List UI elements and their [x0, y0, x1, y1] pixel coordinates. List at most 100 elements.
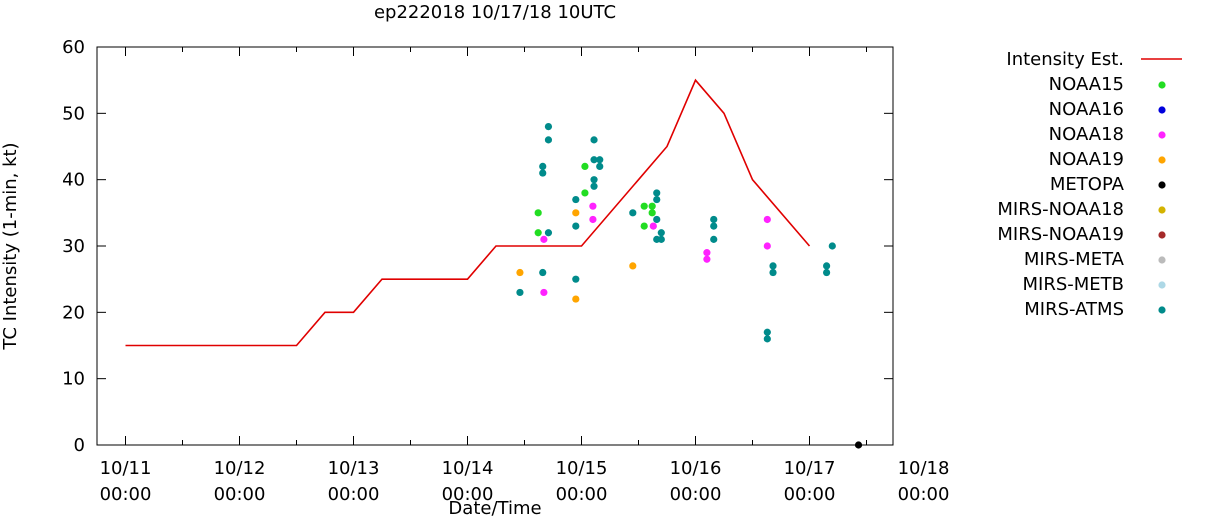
point-noaa19: [516, 268, 524, 277]
legend-label-noaa18: NOAA18: [1049, 124, 1124, 145]
legend-label-noaa19: NOAA19: [1049, 149, 1124, 170]
legend-swatch-mirs-meta: [1158, 256, 1166, 264]
x-tick-label-time: 00:00: [556, 484, 608, 505]
legend-label-mirs-noaa18: MIRS-NOAA18: [997, 199, 1124, 220]
point-mirs-atms: [710, 235, 718, 243]
point-mirs-atms: [539, 268, 547, 277]
point-mirs-atms: [572, 195, 580, 204]
legend-swatch-metopa: [1158, 181, 1166, 189]
x-tick-label-date: 10/17: [784, 458, 836, 479]
point-mirs-atms: [653, 195, 661, 204]
point-noaa15: [648, 209, 656, 217]
point-noaa15: [534, 209, 542, 217]
point-noaa15: [648, 202, 656, 210]
point-mirs-atms: [590, 136, 598, 144]
y-tick-label: 40: [62, 170, 85, 191]
point-mirs-atms: [710, 215, 718, 224]
point-noaa15: [581, 189, 589, 197]
point-mirs-atms: [763, 328, 771, 336]
point-noaa18: [703, 255, 711, 263]
point-noaa15: [640, 222, 648, 230]
y-axis: 0 10 20 30 40 50 60: [62, 37, 893, 456]
legend-swatch-noaa19: [1158, 156, 1166, 164]
x-tick-label-date: 10/16: [670, 458, 722, 479]
point-noaa15: [534, 229, 542, 237]
point-mirs-atms: [590, 156, 598, 164]
x-axis-label: Date/Time: [448, 498, 541, 517]
x-tick-label-time: 00:00: [670, 484, 722, 505]
legend-swatch-mirs-noaa18: [1158, 206, 1166, 214]
point-mirs-atms: [769, 268, 777, 277]
y-axis-label: TC Intensity (1-min, kt): [0, 142, 21, 350]
y-tick-label: 0: [74, 435, 85, 456]
x-tick-label-time: 00:00: [214, 484, 266, 505]
legend-label-intensity-est: Intensity Est.: [1006, 49, 1124, 70]
point-mirs-atms: [516, 288, 524, 297]
point-noaa18: [703, 249, 711, 257]
point-mirs-atms: [539, 169, 547, 177]
point-mirs-atms: [629, 209, 637, 217]
x-tick-label-time: 00:00: [442, 484, 494, 505]
point-mirs-atms: [596, 156, 604, 164]
y-tick-label: 60: [62, 37, 85, 58]
legend-label-noaa16: NOAA16: [1049, 99, 1124, 120]
legend-label-mirs-noaa19: MIRS-NOAA19: [997, 224, 1124, 245]
point-noaa18: [589, 202, 597, 210]
point-mirs-atms: [653, 215, 661, 224]
point-mirs-atms: [596, 162, 604, 170]
y-tick-label: 50: [62, 103, 85, 124]
point-mirs-atms: [823, 268, 831, 277]
x-tick-label-time: 00:00: [898, 484, 950, 505]
point-mirs-atms: [823, 262, 831, 270]
point-noaa19: [629, 262, 637, 270]
legend-swatch-mirs-noaa19: [1158, 231, 1166, 239]
point-noaa19: [572, 295, 580, 303]
point-mirs-atms: [544, 136, 553, 144]
point-mirs-atms: [590, 182, 598, 190]
x-tick-label-date: 10/11: [100, 458, 152, 479]
x-tick-label-time: 00:00: [100, 484, 152, 505]
x-axis: 10/11 00:00 10/12 00:00 10/13 00:00 10/14 00:00…: [100, 47, 950, 505]
legend-swatch-mirs-metb: [1158, 281, 1166, 289]
point-noaa18: [763, 242, 771, 250]
point-noaa19: [572, 209, 580, 217]
x-tick-label-date: 10/18: [898, 458, 950, 479]
point-mirs-atms: [828, 242, 836, 250]
point-noaa18: [540, 235, 548, 243]
point-mirs-atms: [653, 189, 661, 197]
legend-label-metopa: METOPA: [1050, 174, 1125, 195]
series-line-intensity-est: [125, 78, 811, 347]
point-noaa18: [589, 215, 597, 224]
y-tick-label: 20: [62, 302, 85, 323]
point-noaa18: [649, 222, 657, 230]
y-tick-label: 10: [62, 369, 85, 390]
series-layer: [125, 78, 863, 449]
point-noaa18: [540, 288, 548, 297]
x-tick-label-date: 10/14: [442, 458, 494, 479]
legend-label-mirs-atms: MIRS-ATMS: [1024, 299, 1124, 320]
y-tick-label: 30: [62, 236, 85, 257]
x-tick-label-date: 10/15: [556, 458, 608, 479]
point-noaa15: [581, 162, 589, 170]
point-mirs-atms: [657, 235, 665, 243]
point-mirs-atms: [572, 275, 580, 283]
legend-label-mirs-metb: MIRS-METB: [1022, 274, 1124, 295]
point-mirs-atms: [544, 123, 553, 131]
point-mirs-atms: [763, 335, 771, 343]
chart-title: ep222018 10/17/18 10UTC: [374, 2, 616, 23]
point-mirs-atms: [590, 176, 598, 184]
legend-label-mirs-meta: MIRS-META: [1024, 249, 1125, 270]
legend-swatch-noaa18: [1158, 131, 1166, 139]
legend-swatch-noaa15: [1158, 81, 1166, 89]
point-noaa18: [763, 215, 771, 224]
x-tick-label-date: 10/13: [328, 458, 380, 479]
x-tick-label-time: 00:00: [784, 484, 836, 505]
x-tick-label-date: 10/12: [214, 458, 266, 479]
legend: Intensity Est. NOAA15 NOAA16 NOAA18 NOAA19 ME…: [997, 49, 1182, 320]
point-mirs-atms: [710, 222, 718, 230]
x-tick-label-time: 00:00: [328, 484, 380, 505]
point-metopa: [854, 441, 863, 449]
point-mirs-atms: [769, 262, 777, 270]
point-mirs-atms: [544, 229, 553, 237]
